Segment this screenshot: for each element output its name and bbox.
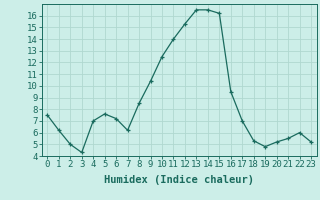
X-axis label: Humidex (Indice chaleur): Humidex (Indice chaleur) [104, 175, 254, 185]
